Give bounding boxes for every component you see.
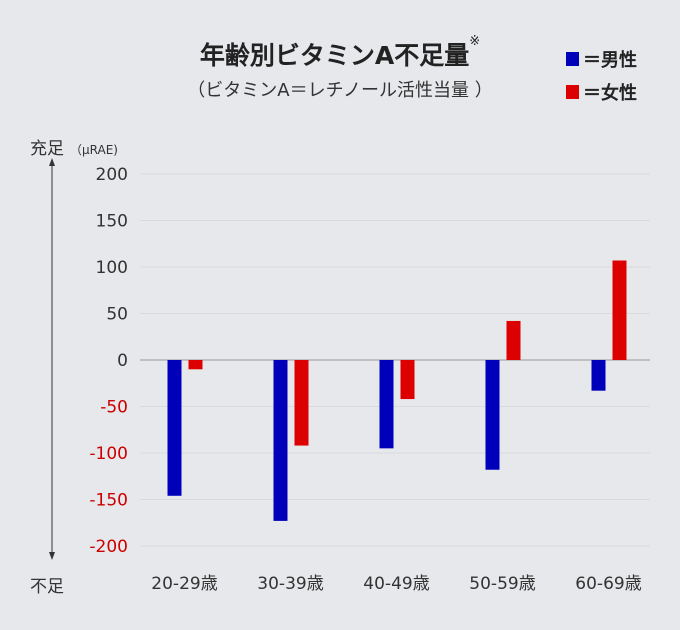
legend-female: ＝女性 <box>566 79 637 105</box>
legend-label-male: ＝男性 <box>583 50 637 71</box>
legend-swatch-male <box>566 52 579 66</box>
x-tick-label: 40-49歳 <box>363 574 429 594</box>
y-tick-label: 0 <box>117 351 128 371</box>
y-tick-label: 50 <box>106 305 128 325</box>
legend-male: ＝男性 <box>566 46 637 72</box>
bar-female <box>612 260 627 360</box>
chart-title: 年齢別ビタミンA不足量※ <box>0 34 680 72</box>
y-label-sufficient: 充足 （μRAE) <box>30 134 118 159</box>
bar-male <box>167 360 182 496</box>
x-tick-label: 30-39歳 <box>257 574 323 594</box>
bar-male <box>485 360 500 470</box>
y-tick-label: 200 <box>96 165 128 185</box>
y-tick-label: 150 <box>96 212 128 232</box>
y-tick-label: -50 <box>100 398 128 418</box>
y-tick-label: -100 <box>89 444 128 464</box>
title-text: 年齢別ビタミンA不足量 <box>199 41 470 70</box>
bar-male <box>591 360 606 391</box>
bar-female <box>506 320 521 360</box>
legend-swatch-female <box>566 85 579 99</box>
y-tick-label: -200 <box>89 537 128 557</box>
bar-female <box>294 360 309 446</box>
title-note: ※ <box>469 34 481 49</box>
chart-subtitle: （ビタミンA＝レチノール活性当量 ） <box>187 80 493 101</box>
bar-female <box>400 360 415 400</box>
y-tick-label: -150 <box>89 491 128 511</box>
legend-label-female: ＝女性 <box>583 83 637 104</box>
x-tick-label: 60-69歳 <box>575 574 641 594</box>
x-tick-label: 50-59歳 <box>469 574 535 594</box>
y-label-deficient: 不足 <box>30 577 64 597</box>
bar-male <box>273 360 288 521</box>
y-label-top-text: 充足 <box>30 139 64 159</box>
y-unit: （μRAE) <box>70 143 118 157</box>
x-tick-label: 20-29歳 <box>151 574 217 594</box>
bar-male <box>379 360 394 449</box>
y-tick-label: 100 <box>96 258 128 278</box>
bar-female <box>188 360 203 370</box>
